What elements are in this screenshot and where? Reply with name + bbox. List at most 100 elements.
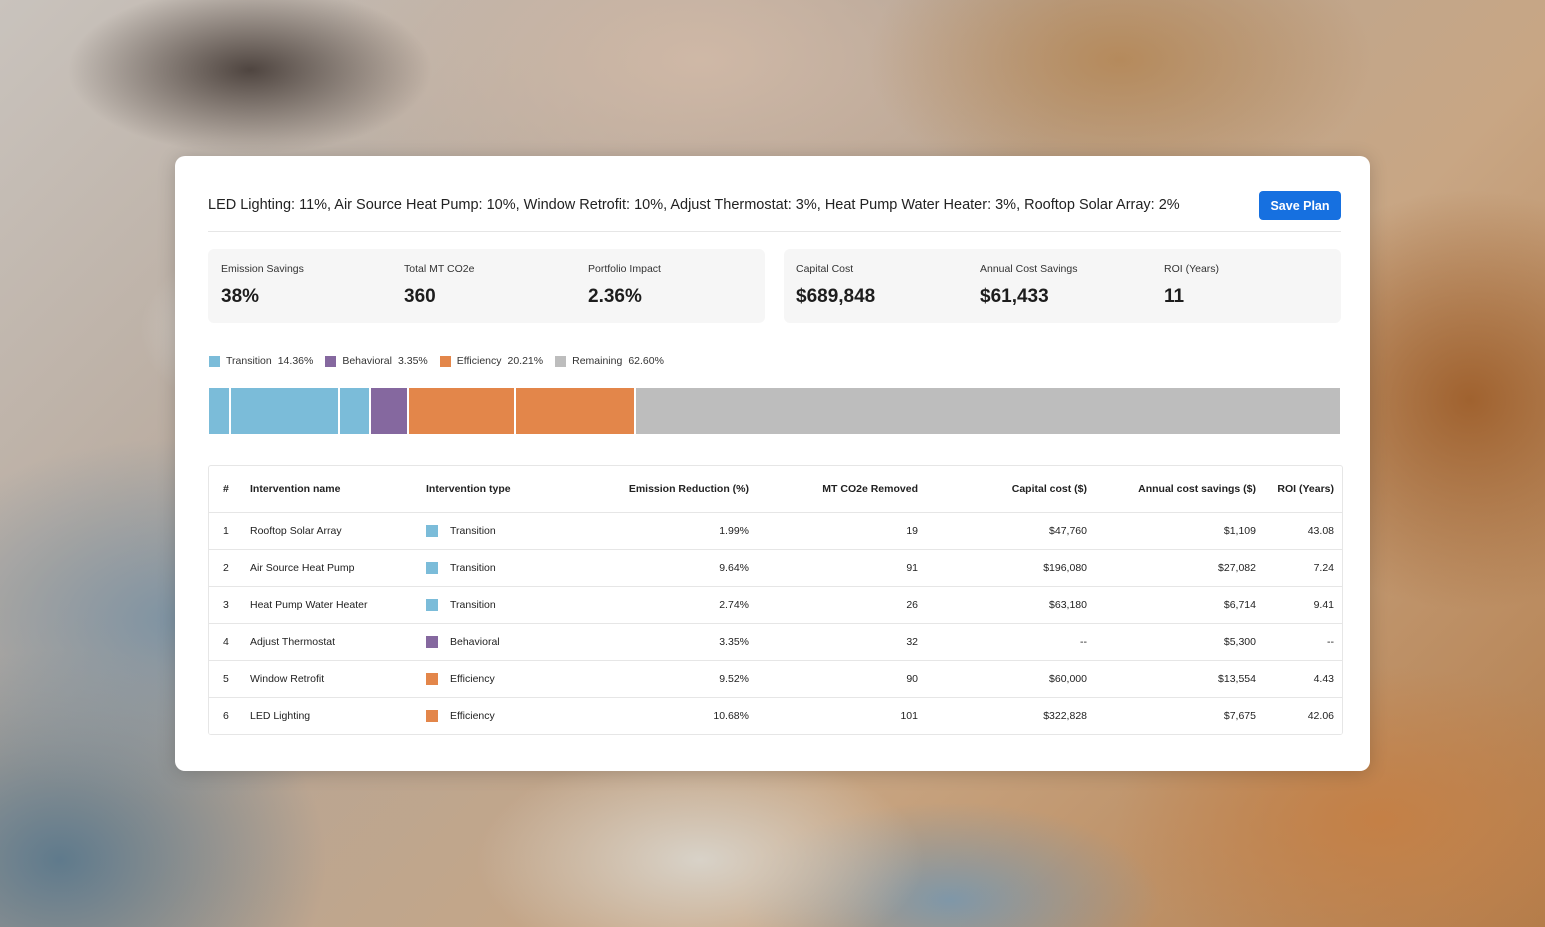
cell-capital-cost: $196,080 <box>918 549 1087 587</box>
type-label: Behavioral <box>450 636 500 648</box>
bar-segment-window-retrofit[interactable] <box>407 387 516 435</box>
cell-emission-reduction: 10.68% <box>576 697 749 735</box>
cell-name: LED Lighting <box>250 697 426 735</box>
stat-value: $61,433 <box>980 286 1049 307</box>
cell-annual-savings: $7,675 <box>1087 697 1256 735</box>
col-header-mt-co2e: MT CO2e Removed <box>749 466 918 513</box>
legend-label: Transition <box>226 355 272 367</box>
cell-roi: 42.06 <box>1256 697 1342 735</box>
bar-segment-adjust-thermostat[interactable] <box>369 387 408 435</box>
col-header-emission-reduction: Emission Reduction (%) <box>576 466 749 513</box>
interventions-table-container[interactable]: # Intervention name Intervention type Em… <box>208 465 1343 735</box>
cell-emission-reduction: 3.35% <box>576 623 749 661</box>
bar-segment-rooftop-solar-array[interactable] <box>208 387 231 435</box>
cell-mt-co2e: 91 <box>749 549 918 587</box>
cell-type: Behavioral <box>426 623 576 661</box>
table-row[interactable]: 2 Air Source Heat Pump Transition 9.64% … <box>209 549 1342 587</box>
stat-label: ROI (Years) <box>1164 263 1220 275</box>
col-header-name: Intervention name <box>250 466 426 513</box>
table-row[interactable]: 4 Adjust Thermostat Behavioral 3.35% 32 … <box>209 623 1342 661</box>
cell-capital-cost: -- <box>918 623 1087 661</box>
cell-number: 2 <box>209 549 250 587</box>
legend-item-remaining: Remaining 62.60% <box>555 355 664 367</box>
stat-value: 360 <box>404 286 436 307</box>
type-swatch <box>426 562 438 574</box>
cell-capital-cost: $322,828 <box>918 697 1087 735</box>
stat-label: Portfolio Impact <box>588 263 661 275</box>
legend-swatch <box>325 355 337 367</box>
type-label: Efficiency <box>450 673 495 685</box>
cost-stats-panel: Capital Cost $689,848 Annual Cost Saving… <box>784 249 1341 323</box>
type-swatch <box>426 673 438 685</box>
col-header-number: # <box>209 466 250 513</box>
cell-type: Transition <box>426 549 576 587</box>
table-header-row: # Intervention name Intervention type Em… <box>209 466 1342 513</box>
legend-pct: 62.60% <box>628 355 664 367</box>
legend-swatch <box>439 355 451 367</box>
cell-emission-reduction: 9.52% <box>576 660 749 698</box>
cell-roi: 7.24 <box>1256 549 1342 587</box>
stat-label: Total MT CO2e <box>404 263 475 275</box>
stat-value: $689,848 <box>796 286 876 307</box>
bar-segment-remaining[interactable] <box>635 387 1341 435</box>
cell-annual-savings: $27,082 <box>1087 549 1256 587</box>
emissions-stats-panel: Emission Savings 38% Total MT CO2e 360 P… <box>208 249 765 323</box>
legend-pct: 14.36% <box>277 355 314 367</box>
legend-item-behavioral: Behavioral 3.35% <box>325 355 428 367</box>
type-label: Transition <box>450 562 496 574</box>
type-label: Efficiency <box>450 710 495 722</box>
bar-segment-led-lighting[interactable] <box>515 387 636 435</box>
cell-number: 3 <box>209 586 250 624</box>
table-row[interactable]: 3 Heat Pump Water Heater Transition 2.74… <box>209 586 1342 624</box>
divider <box>208 231 1341 232</box>
cell-mt-co2e: 19 <box>749 512 918 550</box>
type-swatch <box>426 710 438 722</box>
plan-summary: LED Lighting: 11%, Air Source Heat Pump:… <box>208 197 1180 213</box>
cell-name: Air Source Heat Pump <box>250 549 426 587</box>
cell-type: Efficiency <box>426 697 576 735</box>
legend-swatch <box>555 355 567 367</box>
cell-capital-cost: $60,000 <box>918 660 1087 698</box>
stat-value: 2.36% <box>588 286 642 307</box>
table-row[interactable]: 1 Rooftop Solar Array Transition 1.99% 1… <box>209 512 1342 550</box>
cell-mt-co2e: 101 <box>749 697 918 735</box>
category-legend: Transition 14.36% Behavioral 3.35% Effic… <box>209 355 676 367</box>
cell-mt-co2e: 32 <box>749 623 918 661</box>
legend-label: Behavioral <box>342 355 392 367</box>
cell-type: Efficiency <box>426 660 576 698</box>
cell-annual-savings: $13,554 <box>1087 660 1256 698</box>
cell-type: Transition <box>426 512 576 550</box>
cell-capital-cost: $47,760 <box>918 512 1087 550</box>
cell-number: 4 <box>209 623 250 661</box>
legend-label: Efficiency <box>456 355 502 367</box>
cell-name: Window Retrofit <box>250 660 426 698</box>
cell-capital-cost: $63,180 <box>918 586 1087 624</box>
cell-annual-savings: $5,300 <box>1087 623 1256 661</box>
table-row[interactable]: 6 LED Lighting Efficiency 10.68% 101 $32… <box>209 697 1342 735</box>
emission-breakdown-bar <box>208 387 1341 435</box>
col-header-annual-savings: Annual cost savings ($) <box>1087 466 1256 513</box>
legend-item-transition: Transition 14.36% <box>209 355 313 367</box>
col-header-capital-cost: Capital cost ($) <box>918 466 1087 513</box>
legend-item-efficiency: Efficiency 20.21% <box>439 355 543 367</box>
cell-number: 1 <box>209 512 250 550</box>
bar-segment-heat-pump-water-heater[interactable] <box>339 387 370 435</box>
cell-mt-co2e: 26 <box>749 586 918 624</box>
table-row[interactable]: 5 Window Retrofit Efficiency 9.52% 90 $6… <box>209 660 1342 698</box>
cell-number: 5 <box>209 660 250 698</box>
plan-card: LED Lighting: 11%, Air Source Heat Pump:… <box>175 156 1370 771</box>
type-label: Transition <box>450 599 496 611</box>
bar-segment-air-source-heat-pump[interactable] <box>230 387 340 435</box>
col-header-roi: ROI (Years) <box>1256 466 1342 513</box>
save-plan-button[interactable]: Save Plan <box>1259 191 1341 220</box>
stat-value: 38% <box>221 286 260 307</box>
cell-roi: 9.41 <box>1256 586 1342 624</box>
legend-label: Remaining <box>572 355 623 367</box>
legend-pct: 3.35% <box>397 355 428 367</box>
cell-emission-reduction: 2.74% <box>576 586 749 624</box>
cell-number: 6 <box>209 697 250 735</box>
cell-roi: 4.43 <box>1256 660 1342 698</box>
type-swatch <box>426 599 438 611</box>
legend-swatch <box>209 355 220 367</box>
cell-annual-savings: $1,109 <box>1087 512 1256 550</box>
